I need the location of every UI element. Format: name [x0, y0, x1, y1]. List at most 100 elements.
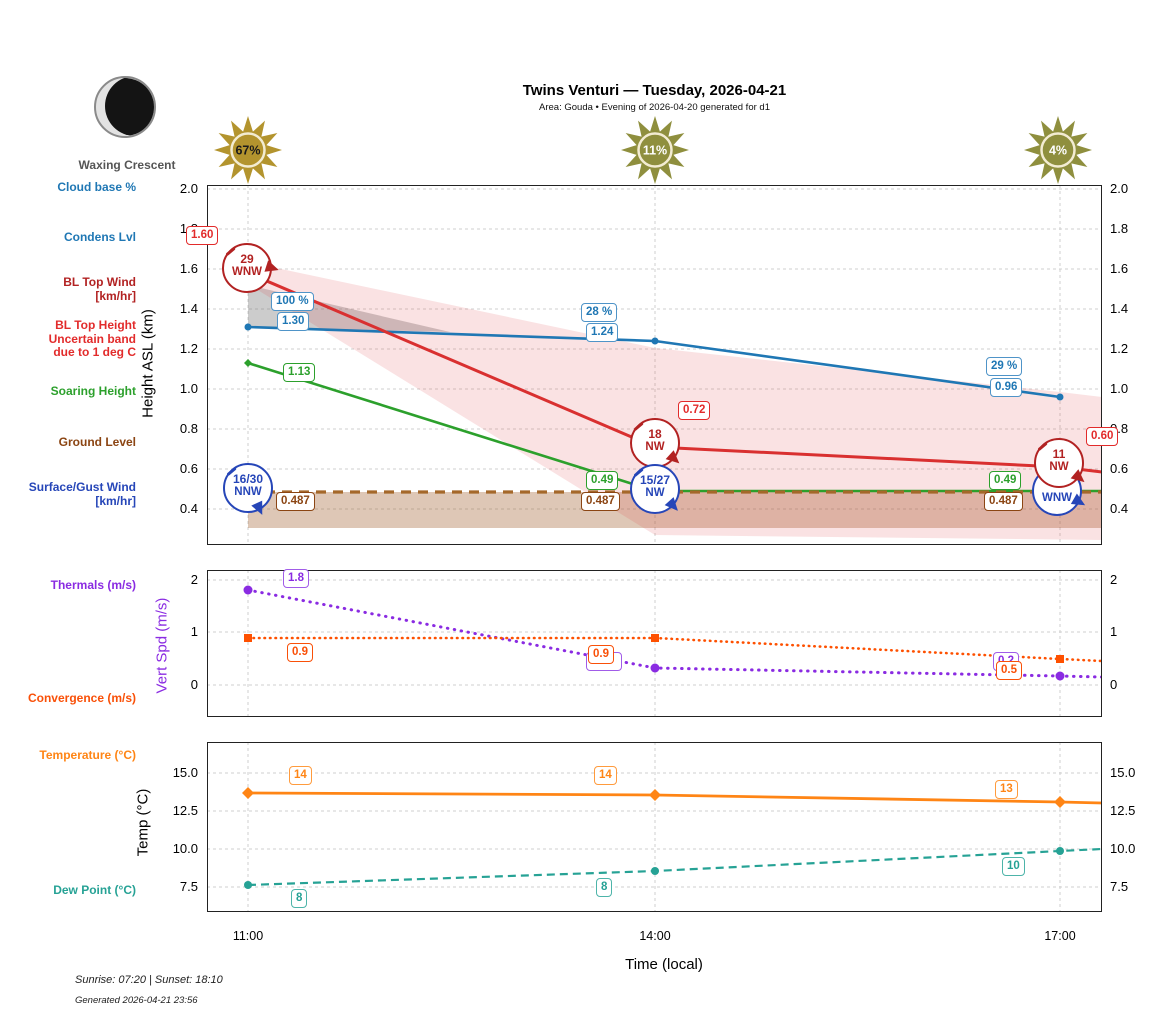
wind-speed: 16/30 [232, 472, 264, 486]
vertspd-ytick-right: 2 [1110, 572, 1118, 587]
legend-thermals: Thermals (m/s) [50, 578, 136, 592]
temp-ytick: 15.0 [172, 765, 198, 780]
x-axis-title: Time (local) [625, 956, 703, 973]
height-ytick-right: 1.2 [1110, 341, 1129, 356]
surface-wind-marker-1100: 16/30 NNW [223, 463, 273, 518]
legend-cloud-base: Cloud base % [57, 180, 136, 194]
condens-lvl-label: 0.96 [990, 378, 1023, 397]
wind-direction: NNW [234, 486, 262, 498]
legend-ground-level: Ground Level [58, 435, 136, 449]
temp-ytick: 7.5 [179, 879, 198, 894]
moon-phase-icon [94, 76, 156, 138]
wind-speed: 11 [1052, 447, 1066, 461]
temp-ytick-right: 12.5 [1110, 803, 1136, 818]
temp-ytick-right: 10.0 [1110, 841, 1136, 856]
height-ytick-right: 0.4 [1110, 501, 1129, 516]
vertspd-chart-plot [207, 570, 1102, 717]
xtick-1400: 14:00 [639, 929, 671, 943]
sun-icon-1100: 67% [214, 116, 282, 184]
wind-speed: 29 [240, 252, 254, 266]
temp-ytick-right: 7.5 [1110, 879, 1129, 894]
moon-phase-label: Waxing Crescent [78, 158, 176, 172]
sun-coverage-value: 4% [1049, 144, 1067, 158]
temperature-label: 14 [289, 766, 312, 785]
vertspd-ytick: 2 [190, 572, 198, 587]
legend-surface-wind: Surface/Gust Wind [km/hr] [28, 480, 136, 508]
convergence-line [246, 636, 1102, 663]
xtick-1700: 17:00 [1044, 929, 1076, 943]
cloud-base-pct-label: 100 % [271, 292, 314, 311]
height-ytick-right: 2.0 [1110, 181, 1129, 196]
height-ytick: 0.8 [179, 421, 198, 436]
height-ytick: 1.4 [179, 301, 198, 316]
convergence-label: 0.9 [588, 645, 614, 664]
soaring-height-label: 1.13 [283, 363, 316, 382]
height-axis-title: Height ASL (km) [139, 309, 157, 418]
ground-level-label: 0.487 [984, 492, 1023, 511]
ground-level-label: 0.487 [581, 492, 620, 511]
bl-top-wind-marker-1100: 29 WNW [222, 243, 281, 293]
temperature-label: 13 [995, 780, 1018, 799]
height-ytick: 1.6 [179, 261, 198, 276]
height-ytick: 1.0 [179, 381, 198, 396]
height-ytick-right: 0.6 [1110, 461, 1129, 476]
temp-ytick: 10.0 [172, 841, 198, 856]
temp-ytick-right: 15.0 [1110, 765, 1136, 780]
cloud-base-pct-label: 29 % [986, 357, 1023, 376]
convergence-label: 0.9 [287, 643, 313, 662]
bl-top-wind-marker-1700: 11 NW [1034, 438, 1089, 488]
legend-bl-top-wind: BL Top Wind [km/hr] [63, 275, 136, 303]
temp-chart-plot [207, 742, 1102, 912]
vertspd-ytick: 1 [190, 624, 198, 639]
wind-direction: NW [1049, 461, 1069, 473]
page-title: Twins Venturi — Tuesday, 2026-04-21 [522, 82, 787, 99]
convergence-label: 0.5 [996, 661, 1022, 680]
legend-condens-lvl: Condens Lvl [63, 230, 136, 244]
legend-soaring-height: Soaring Height [50, 384, 136, 398]
dew-point-label: 8 [291, 889, 308, 908]
surface-wind-marker-1400: 15/27 NW [630, 464, 683, 515]
sun-coverage-value: 11% [643, 144, 667, 158]
legend-convergence: Convergence (m/s) [27, 691, 136, 705]
sun-coverage-value: 67% [235, 144, 260, 158]
condens-lvl-label: 1.30 [277, 312, 310, 331]
wind-direction: NW [645, 487, 665, 499]
ground-level-label: 0.487 [276, 492, 315, 511]
bl-height-label: 0.60 [1086, 427, 1119, 446]
sunrise-sunset-note: Sunrise: 07:20 | Sunset: 18:10 [75, 974, 223, 986]
height-ytick-right: 1.4 [1110, 301, 1129, 316]
wind-speed: 15/27 [639, 473, 671, 487]
sun-icon-1400: 11% [621, 116, 689, 184]
bl-top-wind-marker-1400: 18 NW [630, 418, 684, 468]
bl-top-uncertainty-band [248, 262, 1102, 540]
sun-icon-1700: 4% [1024, 116, 1092, 184]
height-ytick: 0.4 [179, 501, 198, 516]
wind-direction: WNW [1041, 492, 1072, 504]
wind-speed: 18 [648, 427, 662, 441]
temp-axis-title: Temp (°C) [134, 788, 152, 857]
bl-height-label: 1.60 [186, 226, 219, 245]
soaring-height-label: 0.49 [989, 471, 1022, 490]
dew-point-line [247, 847, 1102, 887]
page-subtitle: Area: Gouda • Evening of 2026-04-20 gene… [539, 102, 770, 113]
legend-bl-top-height: BL Top Height Uncertain band due to 1 de… [48, 318, 136, 359]
cloud-base-pct-label: 28 % [581, 303, 618, 322]
xtick-1100: 11:00 [232, 929, 264, 943]
height-ytick-right: 1.0 [1110, 381, 1129, 396]
soaring-height-label: 0.49 [586, 471, 619, 490]
height-ytick: 0.6 [179, 461, 198, 476]
temp-ytick: 12.5 [172, 803, 198, 818]
vertspd-ytick-right: 1 [1110, 624, 1118, 639]
height-ytick-right: 1.6 [1110, 261, 1129, 276]
height-ytick: 2.0 [179, 181, 198, 196]
condens-lvl-label: 1.24 [586, 323, 619, 342]
thermals-line [246, 588, 1102, 679]
height-ytick: 1.2 [179, 341, 198, 356]
bl-height-label: 0.72 [678, 401, 711, 420]
dew-point-label: 10 [1002, 857, 1025, 876]
temperature-line [247, 791, 1102, 805]
thermals-label: 1.8 [283, 569, 309, 588]
temperature-label: 14 [594, 766, 617, 785]
vertspd-ytick-right: 0 [1110, 677, 1118, 692]
